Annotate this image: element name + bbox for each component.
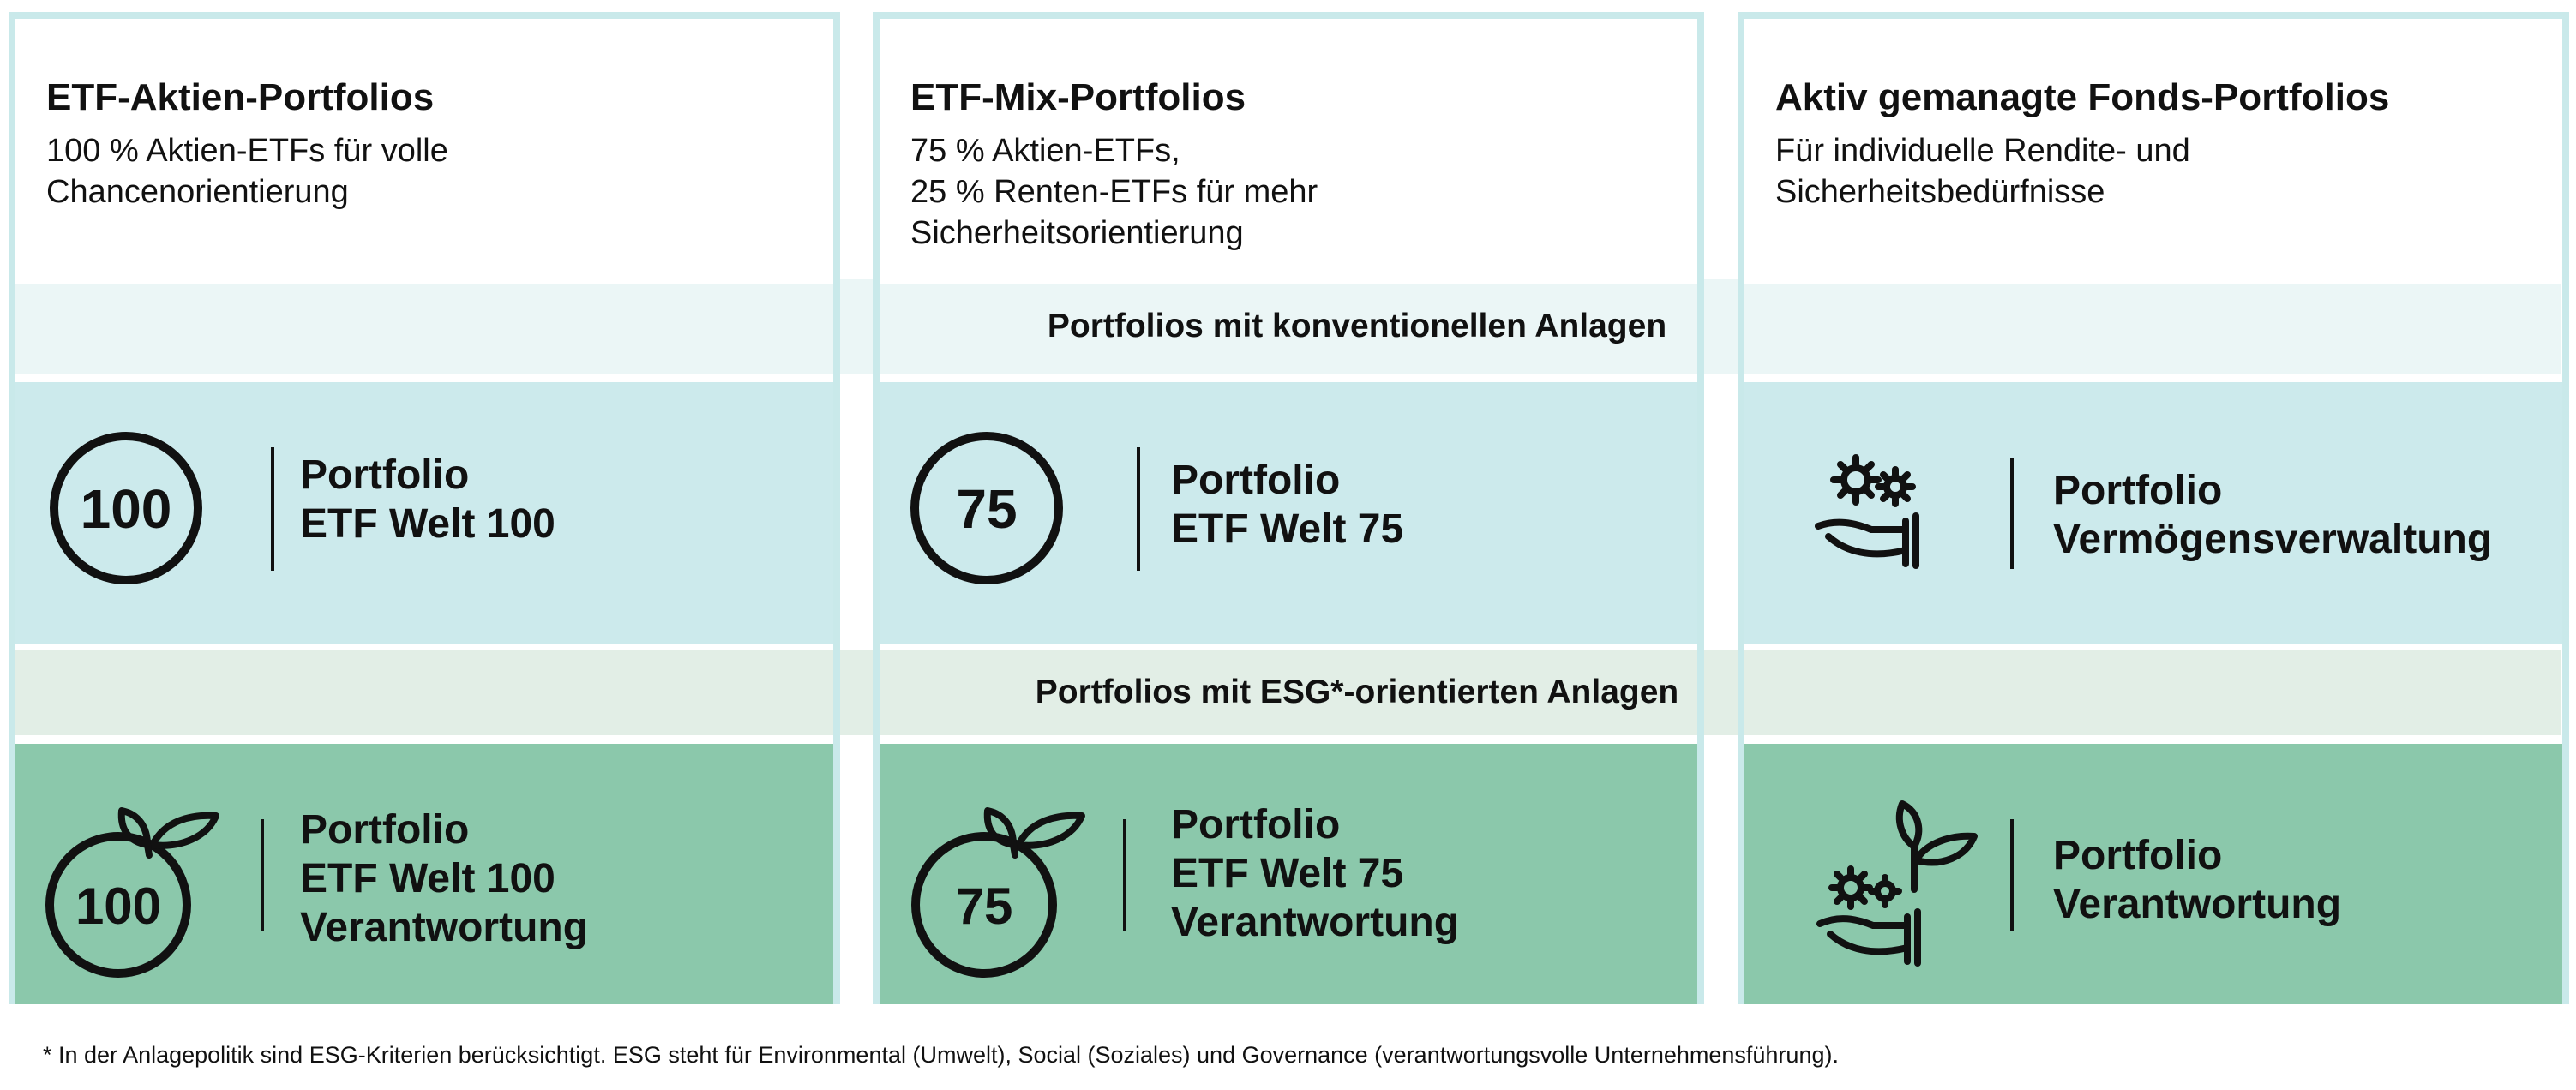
leaf-circle-100-icon: 100 bbox=[45, 795, 250, 988]
divider bbox=[2010, 458, 2014, 569]
tile-etf-welt-75-verantwortung: 75 Portfolio ETF Welt 75 Verantwortung bbox=[880, 744, 1697, 1004]
column-etf-mix: ETF-Mix-Portfolios 75 % Aktien-ETFs, 25 … bbox=[873, 12, 1704, 1004]
circle-100-icon: 100 bbox=[45, 427, 207, 594]
circle-75-icon: 75 bbox=[905, 427, 1068, 594]
tile-verantwortung: Portfolio Verantwortung bbox=[1744, 744, 2562, 1004]
column-title: ETF-Aktien-Portfolios bbox=[46, 76, 435, 118]
column-title: ETF-Mix-Portfolios bbox=[910, 76, 1246, 118]
divider bbox=[1137, 447, 1140, 571]
tile-etf-welt-100: 100 Portfolio ETF Welt 100 bbox=[15, 382, 833, 644]
portfolio-label: Portfolio Verantwortung bbox=[2053, 833, 2342, 927]
portfolio-label: Portfolio Vermögensverwaltung bbox=[2053, 468, 2493, 562]
svg-text:75: 75 bbox=[956, 877, 1013, 935]
column-description: Für individuelle Rendite- und Sicherheit… bbox=[1775, 133, 2190, 210]
portfolio-label: Portfolio ETF Welt 100 Verantwortung bbox=[300, 807, 589, 950]
divider bbox=[271, 447, 274, 571]
portfolio-label: Portfolio ETF Welt 75 Verantwortung bbox=[1171, 802, 1460, 945]
column-header: ETF-Mix-Portfolios 75 % Aktien-ETFs, 25 … bbox=[880, 19, 1697, 284]
band-esg: Portfolios mit ESG*-orientierten Anlagen bbox=[15, 650, 2561, 735]
leaf-circle-75-icon: 75 bbox=[910, 795, 1116, 988]
footnote: * In der Anlagepolitik sind ESG-Kriterie… bbox=[43, 1042, 1839, 1068]
divider bbox=[1123, 819, 1126, 931]
column-title: Aktiv gemanagte Fonds-Portfolios bbox=[1775, 76, 2390, 118]
column-etf-aktien: ETF-Aktien-Portfolios 100 % Aktien-ETFs … bbox=[9, 12, 840, 1004]
hand-gears-plant-icon bbox=[1813, 795, 1985, 971]
hand-gears-icon bbox=[1811, 451, 1949, 575]
column-aktiv-gemanagt: Aktiv gemanagte Fonds-Portfolios Für ind… bbox=[1738, 12, 2569, 1004]
column-description: 100 % Aktien-ETFs für volle Chancenorien… bbox=[46, 133, 448, 210]
tile-etf-welt-100-verantwortung: 100 Portfolio ETF Welt 100 Verantwortung bbox=[15, 744, 833, 1004]
svg-text:100: 100 bbox=[81, 478, 172, 540]
band-esg-title: Portfolios mit ESG*-orientierten Anlagen bbox=[1035, 674, 1679, 710]
svg-text:75: 75 bbox=[956, 478, 1017, 540]
svg-text:100: 100 bbox=[75, 877, 161, 935]
portfolio-label: Portfolio ETF Welt 100 bbox=[300, 452, 555, 547]
band-conventional-title: Portfolios mit konventionellen Anlagen bbox=[1047, 308, 1667, 344]
divider bbox=[261, 819, 264, 931]
tile-vermoegensverwaltung: Portfolio Vermögensverwaltung bbox=[1744, 382, 2562, 644]
portfolio-label: Portfolio ETF Welt 75 bbox=[1171, 458, 1404, 552]
tile-etf-welt-75: 75 Portfolio ETF Welt 75 bbox=[880, 382, 1697, 644]
divider bbox=[2010, 819, 2014, 931]
column-description: 75 % Aktien-ETFs, 25 % Renten-ETFs für m… bbox=[910, 133, 1318, 251]
column-header: Aktiv gemanagte Fonds-Portfolios Für ind… bbox=[1744, 19, 2562, 284]
band-conventional: Portfolios mit konventionellen Anlagen bbox=[15, 279, 2561, 374]
column-header: ETF-Aktien-Portfolios 100 % Aktien-ETFs … bbox=[15, 19, 833, 284]
